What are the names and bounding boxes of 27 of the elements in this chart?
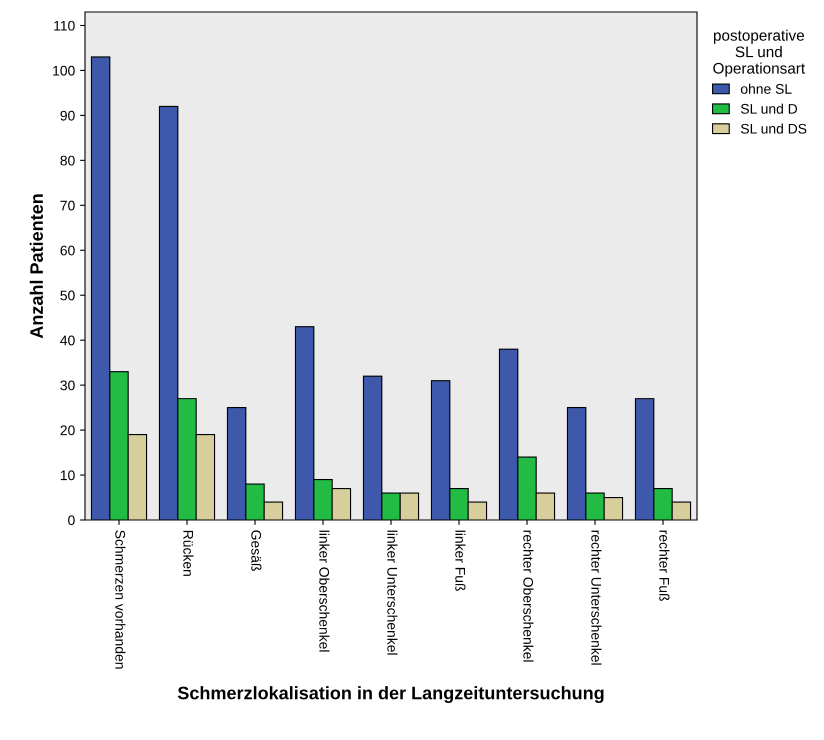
y-tick-label: 40 (60, 336, 75, 346)
x-tick-label: rechter Unterschenkel (591, 530, 602, 665)
y-tick-label: 60 (60, 246, 75, 256)
x-tick-label: linker Fuß (455, 530, 466, 591)
y-axis-title: Anzahl Patienten (30, 194, 43, 338)
legend-label: SL und D (740, 104, 798, 114)
x-tick-label: Rücken (183, 530, 194, 576)
x-tick-label: rechter Oberschenkel (523, 530, 534, 662)
legend-label: SL und DS (740, 123, 806, 134)
y-tick-label: 90 (60, 110, 75, 121)
legend-label: ohne SL (740, 84, 792, 94)
y-tick-label: 100 (53, 66, 75, 76)
legend-title: postoperative SL und Operationsart (713, 30, 806, 77)
y-tick-label: 70 (60, 200, 75, 210)
y-tick-label: 30 (60, 380, 75, 390)
y-tick-label: 50 (60, 290, 75, 300)
x-tick-label: linker Unterschenkel (387, 530, 398, 655)
x-tick-label: linker Oberschenkel (319, 530, 330, 652)
y-tick-label: 80 (60, 156, 75, 166)
x-axis-title: Schmerzlokalisation in der Langzeituntersuchung (178, 686, 604, 704)
x-tick-label: rechter Fuß (659, 530, 670, 601)
y-tick-label: 0 (68, 515, 75, 526)
y-tick-label: 110 (54, 20, 75, 31)
y-tick-label: 10 (60, 470, 75, 480)
x-tick-label: Gesäß (251, 530, 262, 571)
y-tick-label: 20 (60, 425, 75, 436)
x-tick-label: Schmerzen vorhanden (115, 530, 126, 669)
